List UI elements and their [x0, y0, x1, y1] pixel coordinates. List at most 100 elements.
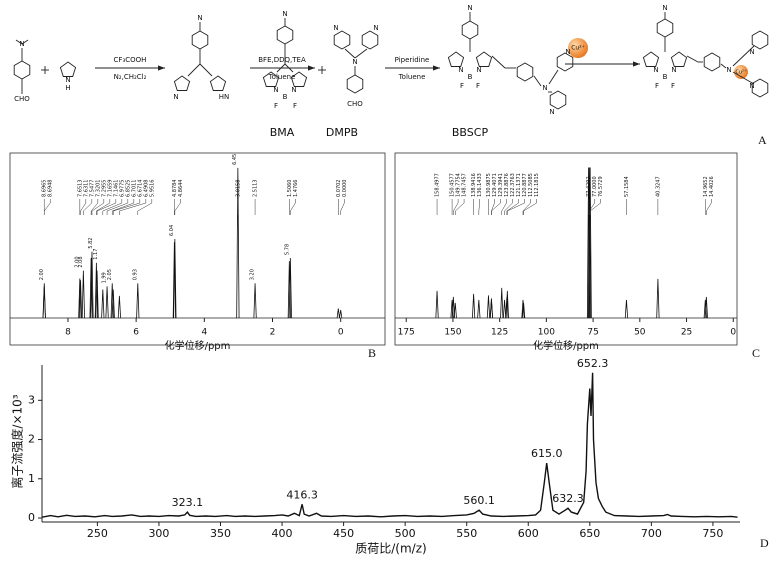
- y-tick-label: 3: [28, 393, 35, 406]
- x-tick-label: 300: [148, 527, 169, 540]
- peak: [95, 270, 99, 319]
- ring: [346, 74, 364, 94]
- shift-connector: [589, 199, 601, 215]
- x-tick-label: 8: [65, 328, 71, 338]
- peak: [588, 167, 592, 319]
- shift-label: 7.2955: [101, 180, 107, 198]
- shift-connector: [290, 199, 296, 215]
- atom: F: [460, 82, 464, 90]
- shift-label: 129.4071: [492, 173, 498, 197]
- x-tick-label: 600: [518, 527, 539, 540]
- shift-label: 57.1584: [624, 176, 630, 197]
- ring: [59, 61, 77, 77]
- reagent: CF₃COOH: [114, 56, 147, 64]
- shift-label: 138.9416: [471, 173, 477, 197]
- peak-label: 416.3: [286, 488, 318, 501]
- atom: N: [726, 66, 731, 74]
- atom: N: [333, 24, 338, 32]
- x-tick-label: 500: [395, 527, 416, 540]
- peak: [704, 296, 708, 319]
- shift-label: 6.4908: [143, 180, 149, 198]
- x-tick-label: 2: [270, 328, 276, 338]
- shift-label: 150.4577: [450, 173, 456, 197]
- x-tick-label: 0: [338, 328, 344, 338]
- shift-label: 0.0702: [336, 180, 342, 198]
- peak: [453, 302, 457, 319]
- atom: CHO: [14, 95, 30, 103]
- shift-label: 14.9652: [703, 176, 709, 197]
- plot-frame: [394, 152, 738, 346]
- ring: [461, 20, 479, 40]
- y-tick-label: 1: [28, 472, 35, 485]
- shift-label: 149.7754: [456, 173, 462, 197]
- shift-connector: [111, 199, 135, 215]
- x-tick-label: 4: [201, 328, 207, 338]
- peak: [136, 283, 140, 319]
- peak: [502, 299, 507, 319]
- reagent: Toluene: [398, 73, 426, 81]
- shift-label: 8.6948: [48, 180, 54, 198]
- shift-connector: [91, 199, 105, 215]
- x-tick-label: 550: [456, 527, 477, 540]
- y-tick-label: 0: [28, 511, 35, 524]
- shift-connector: [507, 199, 525, 215]
- peak: [505, 290, 509, 319]
- shift-connector: [96, 199, 117, 215]
- ring: [262, 71, 280, 87]
- shift-label: 3.0158: [235, 180, 241, 198]
- shift-label: 77.0000: [592, 176, 598, 197]
- bond: [491, 55, 506, 69]
- shift-connector: [453, 199, 459, 215]
- peak: [486, 295, 491, 319]
- shift-connector: [137, 199, 153, 215]
- atom: N: [373, 24, 378, 32]
- x-tick-label: 175: [398, 328, 415, 338]
- plot-frame: [9, 152, 386, 346]
- integral-label: 3.20: [250, 269, 256, 280]
- ring: [209, 75, 227, 91]
- shift-connector: [501, 199, 507, 215]
- x-tick-label: 25: [681, 328, 692, 338]
- peak: [253, 283, 257, 319]
- shift-connector: [96, 199, 111, 215]
- atom: N: [173, 93, 178, 101]
- reagent: Toluene: [268, 73, 296, 81]
- copper-ion: [568, 38, 588, 58]
- atom: N: [671, 66, 676, 74]
- reagent: Piperidine: [395, 56, 430, 64]
- ring: [549, 90, 567, 110]
- integral-label: 2.00: [39, 269, 45, 280]
- peak: [94, 262, 98, 319]
- shift-connector: [504, 199, 513, 215]
- ring: [751, 30, 769, 50]
- spectrum-line: [41, 372, 738, 518]
- shift-label: 112.5085: [528, 173, 534, 197]
- reagent: N₂,CH₂Cl₂: [114, 73, 147, 81]
- y-tick-label: 2: [28, 433, 35, 446]
- atom: N: [458, 66, 463, 74]
- x-axis-label: 化学位移/ppm: [533, 339, 599, 352]
- atom: F: [293, 102, 297, 110]
- peak: [500, 287, 504, 319]
- reaction-scheme: CF₃COOH N₂,CH₂Cl₂ BFE,DDQ,TEA Toluene Pi…: [13, 4, 769, 139]
- atom: N: [273, 86, 278, 94]
- copper-ion: [734, 65, 748, 79]
- peak: [703, 299, 707, 319]
- peak: [117, 295, 122, 319]
- peak: [173, 238, 177, 319]
- panel-label: B: [368, 346, 376, 360]
- peak-label: 615.0: [531, 447, 563, 460]
- x-tick-label: 125: [491, 328, 508, 338]
- integral-label: 1.17: [93, 249, 99, 260]
- shift-connector: [523, 199, 537, 215]
- ring: [191, 30, 209, 50]
- shift-label: 148.7457: [462, 173, 468, 197]
- atom: B: [468, 73, 473, 81]
- peak: [105, 286, 109, 319]
- peak: [435, 290, 439, 319]
- peak: [78, 278, 82, 319]
- shift-label: 0.0000: [342, 180, 348, 198]
- ring: [447, 51, 465, 67]
- shift-label: 1.4766: [293, 180, 299, 198]
- bond: [21, 39, 29, 45]
